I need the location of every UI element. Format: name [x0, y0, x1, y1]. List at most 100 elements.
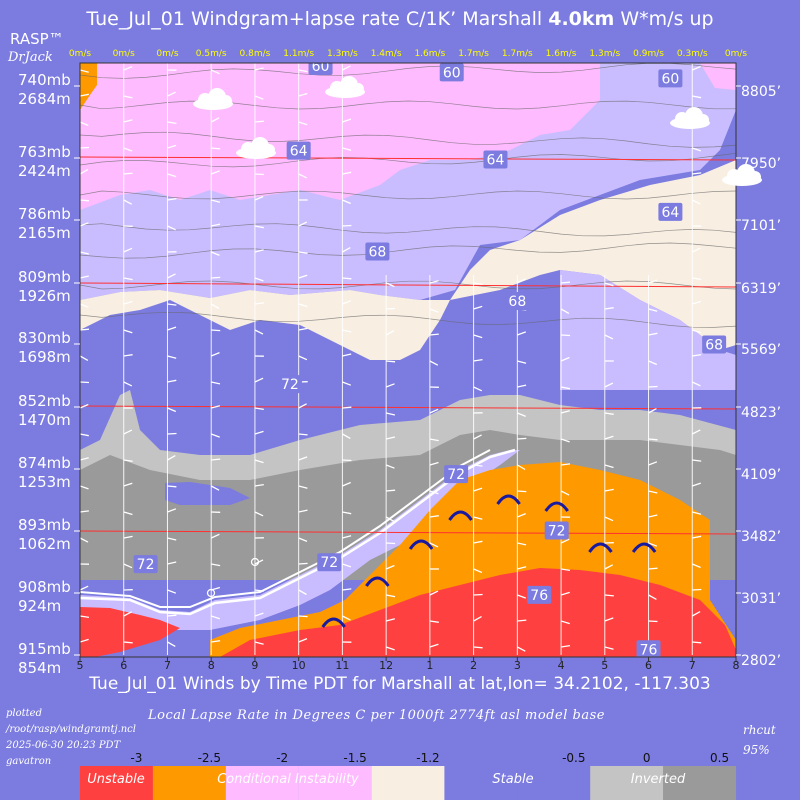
wind-barb	[80, 585, 89, 591]
x-tick-label: 12	[379, 659, 393, 672]
wstar-label: 0m/s	[113, 49, 136, 59]
height-m-label: 2684m	[18, 90, 71, 108]
wind-barb	[735, 486, 736, 487]
contour-label-box	[483, 150, 508, 169]
legend-swatch	[80, 766, 153, 800]
wind-barb	[80, 121, 89, 127]
rhcut-info: rhcut 95%	[743, 720, 776, 760]
wind-barb	[298, 456, 308, 461]
height-ft-label: 3482’	[741, 529, 781, 545]
wind-barb	[429, 590, 439, 596]
wind-barb	[210, 485, 220, 491]
wind-barb	[80, 485, 89, 490]
wind-barb	[123, 247, 133, 253]
wind-barb	[604, 488, 614, 492]
wind-barb	[560, 356, 570, 362]
wstar-label: 0m/s	[725, 49, 748, 59]
wind-barb	[167, 508, 177, 513]
wind-barb	[692, 511, 702, 515]
x-tick-label: 8	[208, 659, 215, 672]
wind-barb	[385, 436, 396, 440]
wind-barb	[167, 91, 176, 97]
wind-barb	[298, 173, 308, 179]
wind-barb	[473, 516, 483, 520]
wind-barb	[386, 489, 396, 492]
wind-barb	[429, 620, 439, 623]
wind-barb	[429, 643, 439, 648]
wind-barb	[80, 275, 89, 279]
wind-barb	[254, 120, 264, 123]
wind-barb	[80, 169, 89, 175]
contour-label: 68	[705, 338, 723, 354]
wind-barb	[692, 563, 701, 569]
wind-barb	[123, 641, 133, 644]
wind-barb	[691, 247, 701, 253]
wind-barb	[211, 640, 221, 643]
contour-line	[80, 100, 736, 110]
x-tick-label: 4	[558, 659, 565, 672]
wind-barb	[560, 620, 570, 625]
contour-label-box	[365, 242, 390, 261]
contour-label: 72	[447, 467, 465, 483]
wind-barb	[604, 516, 614, 522]
x-tick-label: 9	[251, 659, 258, 672]
wind-barb	[560, 386, 571, 390]
wind-barb	[254, 67, 264, 71]
conditional-corner	[80, 63, 97, 110]
wind-barb	[167, 589, 177, 594]
plotted-line: gavatron	[6, 756, 52, 767]
wind-barb	[429, 408, 439, 414]
wind-barb	[385, 516, 395, 522]
wind-barb	[385, 383, 395, 388]
cumulus-marker	[588, 542, 613, 553]
contour-label-box	[505, 291, 530, 310]
wstar-label: 1.3m/s	[589, 49, 620, 59]
wind-barb	[342, 224, 352, 227]
contour-label: 76	[640, 642, 658, 658]
wind-barb	[735, 460, 736, 461]
wind-barb	[211, 563, 221, 567]
wind-barb	[80, 328, 90, 331]
wind-barb	[517, 437, 527, 440]
wind-barb	[604, 646, 614, 650]
wind-barb	[80, 69, 89, 73]
wind-barb	[254, 430, 264, 435]
wind-barb	[342, 433, 351, 439]
cond-pink-corner	[700, 63, 736, 90]
contour-label-box	[658, 69, 683, 88]
wind-barb	[604, 617, 614, 622]
wind-barb	[167, 537, 177, 541]
wind-barb	[167, 432, 177, 435]
height-line	[80, 405, 736, 410]
wind-barb	[429, 360, 439, 366]
cumulus-marker	[496, 494, 521, 505]
wind-barb	[429, 280, 439, 284]
temperature-contours	[80, 63, 736, 328]
contour-line	[80, 63, 736, 79]
wind-barb	[385, 412, 396, 416]
wind-barb	[517, 464, 526, 471]
cumulus-marker	[365, 576, 390, 587]
wind-barb	[298, 637, 308, 643]
x-tick-label: 5	[601, 659, 608, 672]
wind-barb	[648, 542, 658, 547]
wind-barb	[517, 331, 527, 336]
wind-barb	[604, 412, 614, 415]
height-m-label: 2165m	[18, 224, 71, 242]
wind-barb	[254, 95, 264, 100]
contour-label: 60	[312, 59, 330, 75]
wind-barb	[211, 147, 221, 150]
wind-barb	[429, 542, 439, 548]
wind-barb	[473, 464, 483, 467]
wind-barb	[254, 277, 264, 282]
wind-barb	[123, 329, 133, 334]
legend-swatch	[371, 766, 445, 800]
legend-tick-label: -2	[276, 751, 288, 765]
contour-label: 60	[661, 71, 679, 87]
cumulus-marker	[631, 542, 657, 553]
wind-barb	[604, 564, 614, 570]
wind-barb	[298, 403, 307, 409]
wind-barb	[298, 355, 308, 361]
